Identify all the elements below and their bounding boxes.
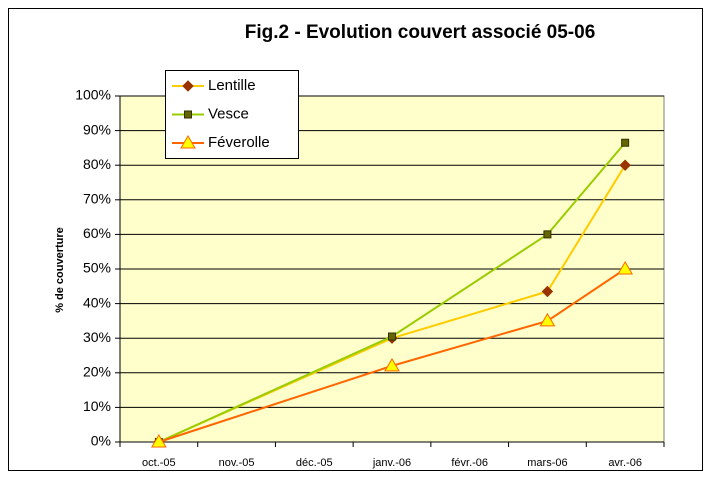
y-tick-label: 90% — [83, 121, 111, 137]
x-tick-label: déc.-05 — [296, 457, 333, 469]
x-tick-label: mars-06 — [527, 457, 567, 469]
legend-label: Lentille — [208, 77, 256, 94]
x-tick-label: janv.-06 — [372, 457, 411, 469]
marker — [182, 80, 194, 92]
y-axis-label: % de couverture — [54, 227, 66, 313]
marker — [150, 434, 167, 448]
legend-label: Féverolle — [208, 134, 270, 151]
line — [158, 268, 626, 443]
y-tick-label: 100% — [75, 87, 111, 103]
x-tick-label: nov.-05 — [219, 457, 255, 469]
y-tick-label: 40% — [83, 294, 111, 310]
marker — [541, 285, 554, 298]
y-tick-label: 0% — [91, 433, 111, 449]
marker — [384, 357, 400, 372]
legend-label: Vesce — [208, 105, 249, 122]
y-tick-label: 70% — [83, 191, 111, 207]
y-tick-label: 60% — [83, 225, 111, 241]
y-tick-label: 10% — [83, 398, 111, 414]
marker — [388, 332, 396, 341]
line — [158, 142, 626, 443]
marker — [184, 110, 192, 119]
chart-title: Fig.2 - Evolution couvert associé 05-06 — [245, 22, 596, 43]
x-tick-label: avr.-06 — [608, 457, 642, 469]
x-tick-label: oct.-05 — [142, 457, 176, 469]
marker — [621, 138, 630, 147]
y-tick-label: 50% — [83, 260, 111, 276]
marker — [180, 135, 196, 149]
x-tick-label: févr.-06 — [451, 457, 488, 469]
y-tick-label: 20% — [83, 364, 111, 380]
marker — [543, 230, 552, 239]
marker — [619, 159, 631, 171]
y-tick-label: 80% — [83, 156, 111, 172]
marker — [617, 261, 634, 275]
marker — [539, 312, 556, 327]
y-tick-label: 30% — [83, 329, 111, 345]
